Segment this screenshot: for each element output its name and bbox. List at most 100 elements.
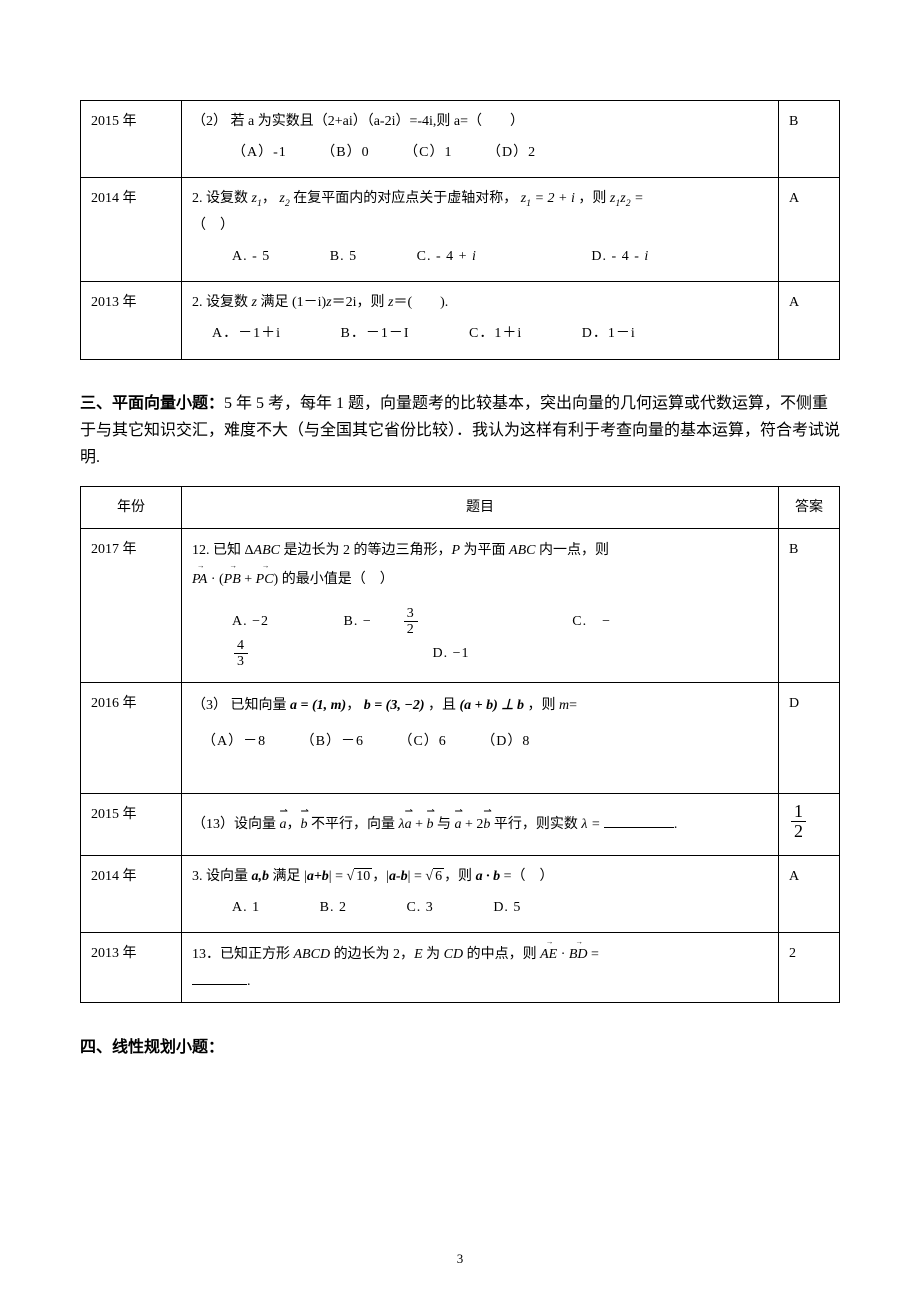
question-cell: 2. 设复数 z1， z2 在复平面内的对应点关于虚轴对称， z1 = 2 + …	[182, 178, 779, 282]
section-intro: 三、平面向量小题：5 年 5 考，每年 1 题，向量题考的比较基本，突出向量的几…	[80, 390, 840, 472]
answer-cell: A	[779, 178, 840, 282]
math-apb: a+b	[307, 869, 329, 884]
option: （C）1	[404, 145, 452, 160]
option: A. −2	[232, 614, 269, 629]
answer-cell: A	[779, 855, 840, 932]
option: （B）－6	[301, 734, 364, 749]
math-z1: z1	[252, 191, 262, 206]
question-text: 设向量	[234, 817, 280, 832]
question-label: （2）	[192, 114, 227, 129]
question-text: 满足 |	[269, 869, 307, 884]
option: B. −32	[344, 614, 478, 629]
table-header-row: 年份 题目 答案	[81, 487, 840, 529]
math-b-eq: b = (3, −2)	[364, 698, 425, 713]
year-cell: 2013 年	[81, 933, 182, 1003]
question-text: 若 a 为实数且（2+ai）（a-2i）=-4i,则 a=（ ）	[231, 114, 525, 129]
question-label: 12.	[192, 543, 210, 558]
math-e: E	[414, 947, 423, 962]
option: （D）2	[487, 145, 536, 160]
math-a-eq: a = (1, m)	[290, 698, 346, 713]
year-cell: 2013 年	[81, 282, 182, 359]
question-text: 设复数 z 满足 (1－i)z＝2i，则 z＝( ).	[206, 295, 448, 310]
question-cell: 12. 已知 ΔABC 是边长为 2 的等边三角形，P 为平面 ABC 内一点，…	[182, 529, 779, 682]
section-title: 四、线性规划小题：	[80, 1033, 840, 1057]
math-p: P	[451, 543, 460, 558]
table-row: 2015 年 （13）设向量 a，b 不平行，向量 λa + b 与 a + 2…	[81, 793, 840, 855]
question-text: ，则	[444, 869, 476, 884]
table-vectors: 年份 题目 答案 2017 年 12. 已知 ΔABC 是边长为 2 的等边三角…	[80, 486, 840, 1003]
question-label: （3）	[192, 698, 227, 713]
page-number: 3	[0, 1251, 920, 1267]
option: B. 2	[320, 900, 347, 915]
question-text: 与	[433, 817, 454, 832]
question-text: ，则	[578, 191, 610, 206]
vector-a: a	[405, 812, 412, 837]
option: B．－1－I	[341, 326, 410, 341]
question-text: | =	[329, 869, 347, 884]
option: A．－1＋i	[212, 326, 281, 341]
vector-a: a	[454, 812, 461, 837]
table-row: 2016 年 （3） 已知向量 a = (1, m)， b = (3, −2) …	[81, 682, 840, 793]
options-row: A．－1＋i B．－1－I C．1＋i D．1－i	[212, 321, 768, 346]
question-text: ，|	[372, 869, 389, 884]
year-cell: 2015 年	[81, 101, 182, 178]
table-row: 2013 年 2. 设复数 z 满足 (1－i)z＝2i，则 z＝( ). A．…	[81, 282, 840, 359]
question-cell: （2） 若 a 为实数且（2+ai）（a-2i）=-4i,则 a=（ ） （A）…	[182, 101, 779, 178]
vector-b: b	[483, 812, 490, 837]
question-text: =（ ）	[500, 869, 553, 884]
option: （A）－8	[202, 734, 266, 749]
question-text: 为	[423, 947, 444, 962]
option: B. 5	[330, 249, 357, 264]
col-header: 答案	[779, 487, 840, 529]
math-amb: a-b	[389, 869, 408, 884]
option: （A）-1	[232, 145, 287, 160]
question-text: 在复平面内的对应点关于虚轴对称，	[293, 191, 517, 206]
question-cell: 13．已知正方形 ABCD 的边长为 2，E 为 CD 的中点，则 AE · B…	[182, 933, 779, 1003]
sqrt-10: √10	[347, 868, 373, 884]
math-eq: z1 = 2 + i	[521, 191, 575, 206]
answer-cell: B	[779, 529, 840, 682]
question-text: | =	[408, 869, 426, 884]
option: A. - 5	[232, 249, 270, 264]
blank-line	[604, 813, 674, 828]
period: .	[674, 817, 678, 832]
math-adotb: a · b	[476, 869, 501, 884]
option: A. 1	[232, 900, 260, 915]
option: D. −1	[433, 646, 470, 661]
question-label: 13．	[192, 947, 220, 962]
question-text: 内一点，则	[535, 543, 609, 558]
year-cell: 2017 年	[81, 529, 182, 682]
question-text: =	[588, 947, 599, 962]
options-row: A. - 5 B. 5 C. - 4 + i D. - 4 - i	[232, 244, 768, 269]
vector-b: b	[301, 812, 308, 837]
question-text: ，且	[428, 698, 460, 713]
option: （C）6	[398, 734, 446, 749]
answer-cell: 2	[779, 933, 840, 1003]
question-cell: （13）设向量 a，b 不平行，向量 λa + b 与 a + 2b 平行，则实…	[182, 793, 779, 855]
math-abc: ABC	[254, 543, 280, 558]
col-header: 题目	[182, 487, 779, 529]
math-ab: a,b	[252, 869, 270, 884]
options-row: （A）－8 （B）－6 （C）6 （D）8	[202, 729, 768, 754]
year-cell: 2016 年	[81, 682, 182, 793]
question-text: 的边长为 2，	[330, 947, 414, 962]
col-header: 年份	[81, 487, 182, 529]
question-text: 设向量	[206, 869, 252, 884]
math-z2: z2	[279, 191, 289, 206]
question-label: （13）	[192, 817, 234, 832]
question-label: 3.	[192, 869, 203, 884]
vector-pb: PB	[224, 565, 241, 596]
option: （D）8	[481, 734, 530, 749]
options-row: A. −2 B. −32 C. −43 D. −1	[232, 606, 768, 670]
paren: （ ）	[192, 213, 768, 238]
question-label: 2.	[192, 295, 203, 310]
table-row: 2014 年 2. 设复数 z1， z2 在复平面内的对应点关于虚轴对称， z1…	[81, 178, 840, 282]
question-text: ，则 m=	[528, 698, 578, 713]
table-row: 2014 年 3. 设向量 a,b 满足 |a+b| = √10，|a-b| =…	[81, 855, 840, 932]
question-text: 的最小值是（ ）	[278, 572, 394, 587]
question-text: 为平面	[460, 543, 509, 558]
vector-b: b	[426, 812, 433, 837]
answer-cell: B	[779, 101, 840, 178]
option: D. - 4 - i	[591, 249, 704, 264]
vector-bd: BD	[569, 941, 588, 969]
